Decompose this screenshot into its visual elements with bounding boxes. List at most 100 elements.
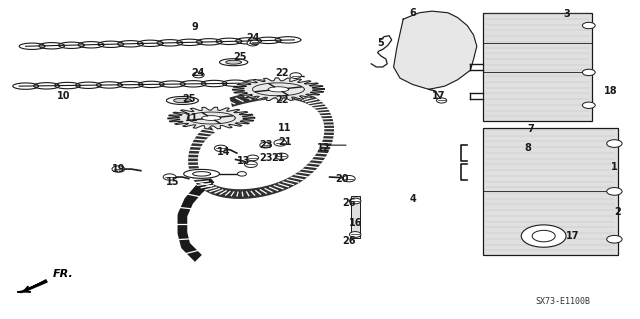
Polygon shape [232,78,324,101]
Text: 10: 10 [57,91,71,101]
Polygon shape [54,82,80,89]
Circle shape [193,72,204,78]
Polygon shape [17,280,46,293]
Circle shape [112,166,125,172]
Circle shape [214,145,227,152]
Text: 22: 22 [275,68,289,78]
Text: 21: 21 [271,153,285,163]
Polygon shape [118,41,143,47]
Text: 19: 19 [111,164,125,174]
Bar [351,196,360,238]
Polygon shape [236,38,261,44]
Polygon shape [220,59,248,66]
Polygon shape [275,37,301,43]
Polygon shape [222,80,248,86]
Text: 12: 12 [316,143,330,153]
Text: SX73-E1100B: SX73-E1100B [536,297,591,306]
Circle shape [349,198,361,204]
Text: 16: 16 [348,218,362,228]
Polygon shape [226,60,241,64]
Text: 23: 23 [259,140,273,150]
Circle shape [582,102,595,108]
Polygon shape [118,81,143,88]
Polygon shape [268,87,289,92]
Polygon shape [78,41,104,48]
Text: 22: 22 [275,95,289,106]
Text: 14: 14 [217,146,231,157]
Polygon shape [168,107,255,129]
Text: 5: 5 [378,38,384,48]
Polygon shape [193,172,211,176]
Circle shape [290,73,301,78]
Polygon shape [166,97,198,104]
Circle shape [247,155,259,161]
Polygon shape [243,80,269,86]
Text: 17: 17 [431,91,445,101]
Circle shape [532,230,556,242]
Circle shape [582,69,595,76]
Circle shape [582,22,595,29]
Circle shape [247,40,259,46]
Text: 3: 3 [563,9,570,19]
Text: 4: 4 [410,194,416,204]
Circle shape [250,40,259,45]
Text: 25: 25 [233,52,247,63]
Text: 23: 23 [259,153,273,163]
Polygon shape [98,41,124,48]
Text: 6: 6 [410,8,416,18]
Text: 24: 24 [191,68,205,78]
Polygon shape [202,116,221,120]
Circle shape [607,140,622,147]
Text: 15: 15 [166,177,180,187]
Polygon shape [138,81,164,88]
Polygon shape [59,42,84,48]
Polygon shape [394,11,477,89]
Polygon shape [13,83,38,89]
Text: 20: 20 [335,174,349,184]
Circle shape [349,232,361,237]
Text: 8: 8 [525,143,531,153]
Circle shape [436,98,447,103]
Circle shape [607,235,622,243]
Circle shape [274,140,287,146]
Polygon shape [19,43,45,49]
Polygon shape [39,42,65,49]
Bar [483,128,618,255]
Text: 24: 24 [246,33,260,43]
Circle shape [244,161,257,167]
Circle shape [342,175,355,182]
Text: 17: 17 [566,231,580,241]
Polygon shape [202,80,227,87]
Polygon shape [157,40,182,46]
Polygon shape [138,40,163,47]
Text: 26: 26 [342,197,356,208]
Polygon shape [76,82,101,88]
Polygon shape [34,83,60,89]
Text: 11: 11 [185,113,199,123]
Circle shape [275,153,288,160]
Polygon shape [97,82,122,88]
Text: 7: 7 [528,124,534,134]
Circle shape [607,188,622,195]
Text: 1: 1 [611,162,618,173]
Circle shape [237,172,246,176]
Circle shape [260,142,271,148]
Polygon shape [159,81,185,87]
Text: 2: 2 [614,207,621,217]
Polygon shape [216,38,242,45]
Text: 11: 11 [278,122,292,133]
Polygon shape [255,37,281,44]
Text: 25: 25 [182,94,196,104]
Polygon shape [177,39,202,46]
Polygon shape [184,169,220,178]
Text: 26: 26 [342,236,356,246]
Polygon shape [173,98,191,103]
Text: 18: 18 [604,86,618,96]
Text: 9: 9 [192,22,198,32]
Circle shape [163,174,176,180]
Bar [483,13,592,121]
Text: 21: 21 [278,137,292,147]
Polygon shape [180,81,206,87]
Text: 13: 13 [236,156,250,166]
Polygon shape [196,39,222,45]
